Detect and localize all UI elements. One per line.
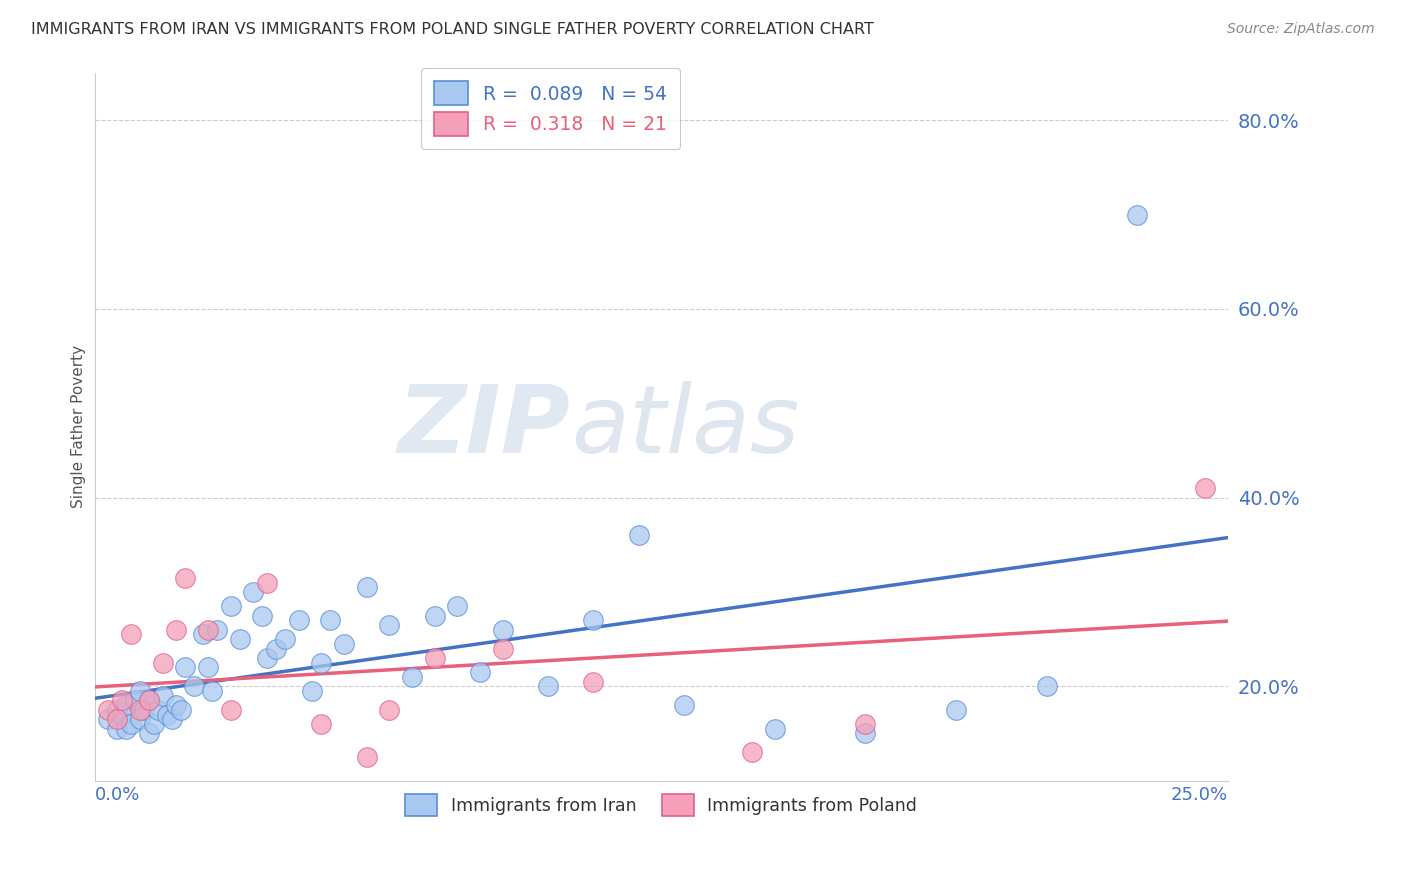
Point [741,745,763,759]
Point [160,712,183,726]
Text: 25.0%: 25.0% [1171,787,1227,805]
Point [174,571,197,585]
Point [174,660,197,674]
Point [111,693,134,707]
Point [356,750,378,764]
Point [205,623,228,637]
Point [1036,679,1059,693]
Point [201,684,224,698]
Point [537,679,560,693]
Point [446,599,468,613]
Point [129,703,152,717]
Text: 0.0%: 0.0% [94,787,141,805]
Text: IMMIGRANTS FROM IRAN VS IMMIGRANTS FROM POLAND SINGLE FATHER POVERTY CORRELATION: IMMIGRANTS FROM IRAN VS IMMIGRANTS FROM … [31,22,873,37]
Point [105,712,128,726]
Point [105,722,128,736]
Point [165,623,187,637]
Text: ZIP: ZIP [398,381,571,473]
Point [264,641,287,656]
Point [301,684,323,698]
Point [156,707,179,722]
Point [356,580,378,594]
Point [197,623,219,637]
Point [423,651,446,665]
Point [138,693,160,707]
Point [197,660,219,674]
Point [333,637,356,651]
Point [673,698,696,713]
Point [165,698,187,713]
Point [138,726,160,740]
Point [120,627,142,641]
Point [763,722,786,736]
Point [492,641,515,656]
Point [945,703,967,717]
Point [124,693,146,707]
Point [1194,481,1216,495]
Point [129,684,152,698]
Point [287,613,309,627]
Point [378,618,401,632]
Point [492,623,515,637]
Point [274,632,297,646]
Point [170,703,193,717]
Y-axis label: Single Father Poverty: Single Father Poverty [72,345,86,508]
Point [423,608,446,623]
Point [468,665,491,680]
Point [256,651,278,665]
Point [97,712,120,726]
Point [134,703,156,717]
Point [152,656,174,670]
Point [219,703,242,717]
Point [129,712,152,726]
Point [146,703,169,717]
Point [115,698,138,713]
Point [105,703,128,717]
Point [311,656,333,670]
Legend: Immigrants from Iran, Immigrants from Poland: Immigrants from Iran, Immigrants from Po… [396,785,927,825]
Point [111,707,134,722]
Point [228,632,250,646]
Point [183,679,205,693]
Point [152,689,174,703]
Point [242,585,264,599]
Point [97,703,120,717]
Point [142,717,165,731]
Point [311,717,333,731]
Point [256,575,278,590]
Point [120,717,142,731]
Point [378,703,401,717]
Text: Source: ZipAtlas.com: Source: ZipAtlas.com [1227,22,1375,37]
Point [855,717,877,731]
Point [582,613,605,627]
Point [401,670,423,684]
Point [855,726,877,740]
Point [582,674,605,689]
Point [319,613,342,627]
Point [219,599,242,613]
Text: atlas: atlas [571,381,799,472]
Point [627,528,650,542]
Point [252,608,274,623]
Point [138,693,160,707]
Point [193,627,215,641]
Point [115,722,138,736]
Point [1126,207,1149,221]
